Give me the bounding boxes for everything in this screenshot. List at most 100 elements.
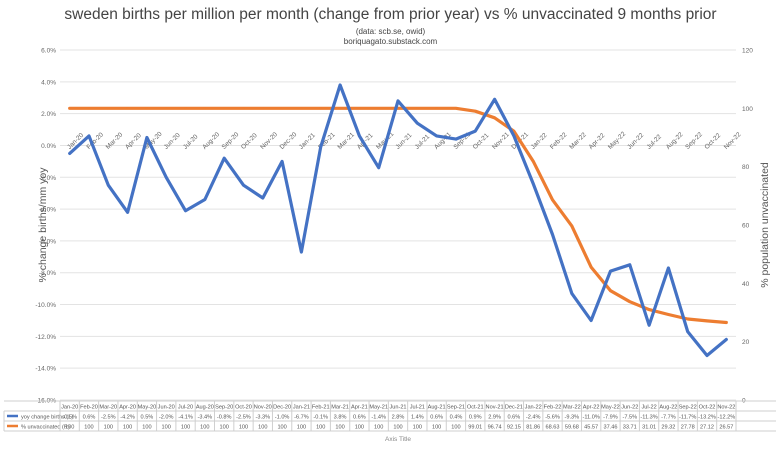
table-value-cell: 1.4% xyxy=(411,415,424,421)
data-point xyxy=(126,211,129,214)
data-point xyxy=(165,107,168,110)
table-value-cell: 100 xyxy=(451,425,460,431)
data-point xyxy=(570,224,574,228)
table-value-cell: 100 xyxy=(277,425,286,431)
data-point xyxy=(68,107,71,110)
table-value-cell: 31.01 xyxy=(642,425,656,431)
table-value-cell: 100 xyxy=(142,425,151,431)
data-point xyxy=(609,269,612,273)
table-value-cell: 45.57 xyxy=(584,425,598,431)
table-header-cell: Jun-22 xyxy=(621,405,638,411)
x-axis-title: Axis Title xyxy=(385,436,411,443)
table-header-cell: Apr-20 xyxy=(119,405,136,411)
data-point xyxy=(87,107,91,110)
data-point xyxy=(319,107,322,110)
table-value-cell: -2.4% xyxy=(526,415,541,421)
x-category-label: Nov-21 xyxy=(491,131,511,151)
x-category-label: Feb-22 xyxy=(549,131,569,151)
y-left-tick-label: -6.0% xyxy=(39,238,56,245)
data-point xyxy=(338,83,342,87)
x-category-label: Aug-20 xyxy=(201,131,221,151)
table-value-cell: 100 xyxy=(258,425,267,431)
x-category-label: Dec-20 xyxy=(279,131,299,151)
data-point xyxy=(280,107,284,110)
table-value-cell: -2.0% xyxy=(159,415,174,421)
data-point xyxy=(396,99,400,103)
x-category-label: May-22 xyxy=(607,130,628,151)
data-point xyxy=(300,107,303,110)
table-value-cell: 0.6% xyxy=(508,415,521,421)
data-point xyxy=(358,134,361,138)
table-value-cell: 99.01 xyxy=(468,425,482,431)
data-point xyxy=(589,265,593,269)
table-value-cell: 100 xyxy=(239,425,248,431)
table-value-cell: 2.9% xyxy=(488,415,501,421)
table-value-cell: 68.63 xyxy=(546,425,560,431)
data-point xyxy=(107,184,110,187)
y-right-tick-label: 120 xyxy=(742,48,753,55)
table-value-cell: -4.2% xyxy=(120,415,135,421)
data-point xyxy=(319,145,322,149)
table-value-cell: 2.8% xyxy=(392,415,405,421)
data-point xyxy=(570,292,574,295)
table-header-cell: May-21 xyxy=(369,405,388,411)
table-value-cell: 59.68 xyxy=(565,425,579,431)
y-left-tick-label: -12.0% xyxy=(35,334,56,341)
data-point xyxy=(222,107,226,110)
table-value-cell: -11.3% xyxy=(640,415,657,421)
table-header-cell: Jan-20 xyxy=(61,405,78,411)
x-category-label: Apr-20 xyxy=(124,132,143,151)
x-category-label: Sep-20 xyxy=(221,131,241,151)
data-point xyxy=(725,338,728,341)
table-value-cell: 100 xyxy=(413,425,422,431)
data-point xyxy=(300,250,303,254)
data-point xyxy=(628,263,631,266)
table-header-cell: Aug-20 xyxy=(196,405,214,411)
y-right-tick-label: 20 xyxy=(742,339,750,346)
table-header-cell: Sep-22 xyxy=(679,405,697,411)
data-point xyxy=(435,134,438,138)
data-point xyxy=(126,107,129,110)
table-value-cell: -11.0% xyxy=(582,415,599,421)
table-header-cell: Mar-20 xyxy=(99,405,117,411)
data-point xyxy=(165,176,168,179)
table-header-cell: Jul-20 xyxy=(178,405,193,411)
data-point xyxy=(532,182,535,185)
data-point xyxy=(705,354,709,357)
table-value-cell: 100 xyxy=(432,425,441,431)
data-point xyxy=(454,137,458,141)
table-header-cell: Oct-20 xyxy=(235,405,252,411)
y-right-tick-label: 40 xyxy=(742,281,750,288)
table-value-cell: 27.12 xyxy=(700,425,714,431)
chart-subtitle: (data: scb.se, owid) xyxy=(355,27,426,36)
table-header-cell: Feb-22 xyxy=(544,405,562,411)
table-header-cell: Sep-21 xyxy=(447,405,465,411)
table-value-cell: 0.6% xyxy=(430,415,443,421)
table-value-cell: 100 xyxy=(123,425,132,431)
data-point xyxy=(107,107,110,110)
table-header-cell: Mar-21 xyxy=(331,405,349,411)
table-value-cell: 100 xyxy=(84,425,93,431)
table-header-cell: Oct-22 xyxy=(699,405,716,411)
x-category-label: Mar-20 xyxy=(105,131,125,151)
table-value-cell: -2.5% xyxy=(101,415,116,421)
y-left-tick-label: -2.0% xyxy=(39,175,56,182)
chart-title: sweden births per million per month (cha… xyxy=(64,6,717,23)
data-point xyxy=(377,166,380,169)
table-value-cell: 0.4% xyxy=(450,415,463,421)
data-point xyxy=(705,319,709,323)
data-point xyxy=(493,98,496,101)
table-value-cell: 100 xyxy=(219,425,228,431)
table-value-cell: -3.4% xyxy=(198,415,213,421)
y-left-tick-label: -4.0% xyxy=(39,207,56,214)
x-category-label: Jan-22 xyxy=(530,132,549,151)
table-header-cell: Feb-21 xyxy=(312,405,330,411)
table-value-cell: -2.5% xyxy=(236,415,251,421)
x-category-label: Jul-20 xyxy=(182,133,200,151)
y-right-axis-title: % population unvaccinated xyxy=(759,162,771,288)
x-category-label: Mar-22 xyxy=(568,131,588,151)
y-left-tick-label: -8.0% xyxy=(39,270,56,277)
legend-label: % unvaccinated (R) xyxy=(21,425,70,431)
x-category-label: Jun-22 xyxy=(626,132,645,151)
table-value-cell: 100 xyxy=(181,425,190,431)
